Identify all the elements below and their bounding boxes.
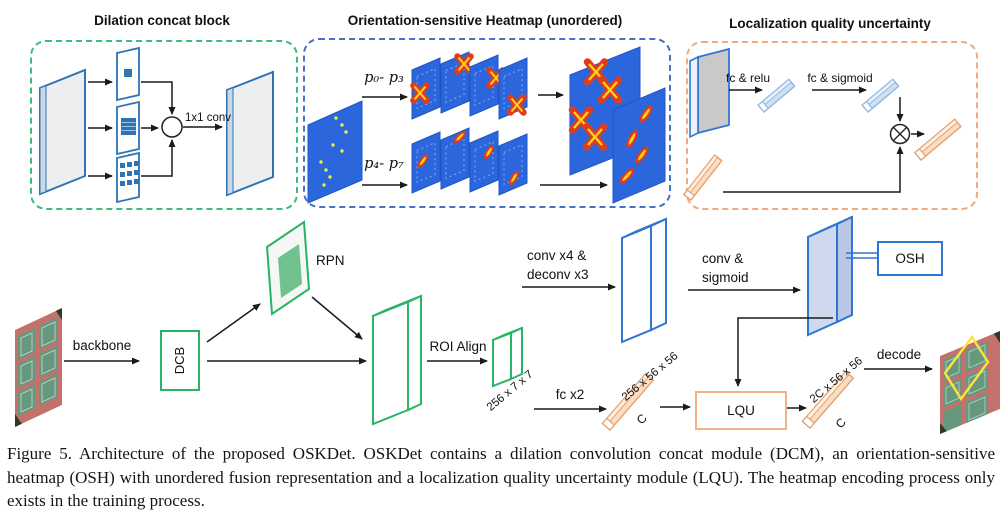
diagram-layer	[15, 46, 1000, 434]
arrow-dcb-to-rpn	[206, 303, 261, 343]
p0-p3-label: p₀- p₃	[364, 70, 404, 86]
osh-box: OSH	[877, 241, 943, 276]
multiply-circle	[889, 123, 911, 145]
lqu-feature-slab	[689, 47, 730, 139]
conv-sigmoid-label: conv & sigmoid	[702, 249, 749, 287]
mask-feature-slab	[621, 217, 667, 344]
osh-box-label: OSH	[895, 251, 925, 266]
heatmap-fused-corners	[568, 46, 641, 176]
lqu-input-vector	[682, 154, 723, 201]
heatmap-p6	[469, 130, 499, 193]
conv-deconv-label: conv x4 & deconv x3	[527, 246, 589, 284]
dcb-input-feature-sheet	[39, 68, 86, 196]
lqu-fc-vector-1	[757, 78, 796, 113]
lqu-fc-vector-2	[861, 78, 900, 113]
osh-output-slab	[807, 215, 853, 337]
arrow-vector-to-multiply	[723, 146, 904, 193]
dcb-box: DCB	[160, 330, 200, 391]
p4-p7-label: p₄- p₇	[364, 156, 404, 172]
fc-vector-c2	[801, 370, 855, 429]
heatmap-p5	[440, 127, 470, 190]
heatmap-p2	[469, 54, 506, 117]
roi-output-slab	[492, 326, 523, 388]
arrow-rpn-to-feature	[311, 296, 363, 340]
conv-deconv-line2: deconv x3	[527, 267, 589, 282]
dilation-panel-title: Dilation concat block	[94, 13, 230, 28]
dilation-concat-panel	[30, 40, 298, 210]
heatmap-p3	[498, 57, 528, 120]
fc-sigmoid-label: fc & sigmoid	[807, 71, 873, 85]
heatmap-source-map	[307, 100, 363, 204]
backbone-label: backbone	[72, 338, 132, 353]
heatmap-panel-title: Orientation-sensitive Heatmap (unordered…	[347, 13, 623, 28]
lqu-box-label: LQU	[727, 403, 755, 418]
dcb-kernel-dilation-3	[116, 151, 140, 204]
arrow-osh-to-lqu	[734, 317, 833, 387]
decode-label: decode	[876, 347, 922, 362]
detection-box	[943, 334, 990, 402]
fc-vector-c1	[601, 372, 655, 431]
figure-caption: Figure 5. Architecture of the proposed O…	[7, 444, 995, 510]
heatmap-fused-edges	[612, 87, 666, 204]
conv-sigmoid-line1: conv &	[702, 251, 744, 266]
heatmap-p0	[410, 57, 441, 120]
input-image	[15, 308, 62, 427]
roi-align-label: ROI Align	[429, 339, 487, 354]
concat-circle	[161, 116, 183, 138]
orientation-heatmap-panel	[303, 38, 671, 208]
conv-deconv-line1: conv x4 &	[527, 248, 587, 263]
heatmap-p1	[440, 51, 474, 114]
dcb-kernel-dilation-1	[116, 46, 140, 102]
dcb-box-label: DCB	[172, 346, 188, 375]
roi-feature-slab	[372, 294, 422, 426]
lqu-box: LQU	[695, 391, 787, 430]
fc-x2-label: fc x2	[555, 387, 585, 402]
dcb-kernel-dilation-2	[116, 100, 140, 156]
lqu-output-vector	[913, 118, 962, 161]
conv1x1-label: 1x1 conv	[185, 112, 232, 124]
output-image	[940, 331, 1000, 434]
arrow-kernel1-to-concat	[141, 81, 176, 115]
heatmap-p7	[498, 133, 528, 196]
fc-relu-label: fc & relu	[725, 71, 770, 85]
dcb-output-feature-sheet	[226, 70, 274, 197]
lqu-panel-title: Localization quality uncertainty	[729, 16, 931, 31]
rpn-label: RPN	[316, 253, 345, 268]
rpn-sheet	[265, 220, 311, 316]
localization-quality-panel	[686, 41, 978, 210]
arrow-kernel3-to-concat	[141, 139, 176, 177]
heatmap-p4	[411, 131, 441, 194]
conv-sigmoid-line2: sigmoid	[702, 270, 749, 285]
